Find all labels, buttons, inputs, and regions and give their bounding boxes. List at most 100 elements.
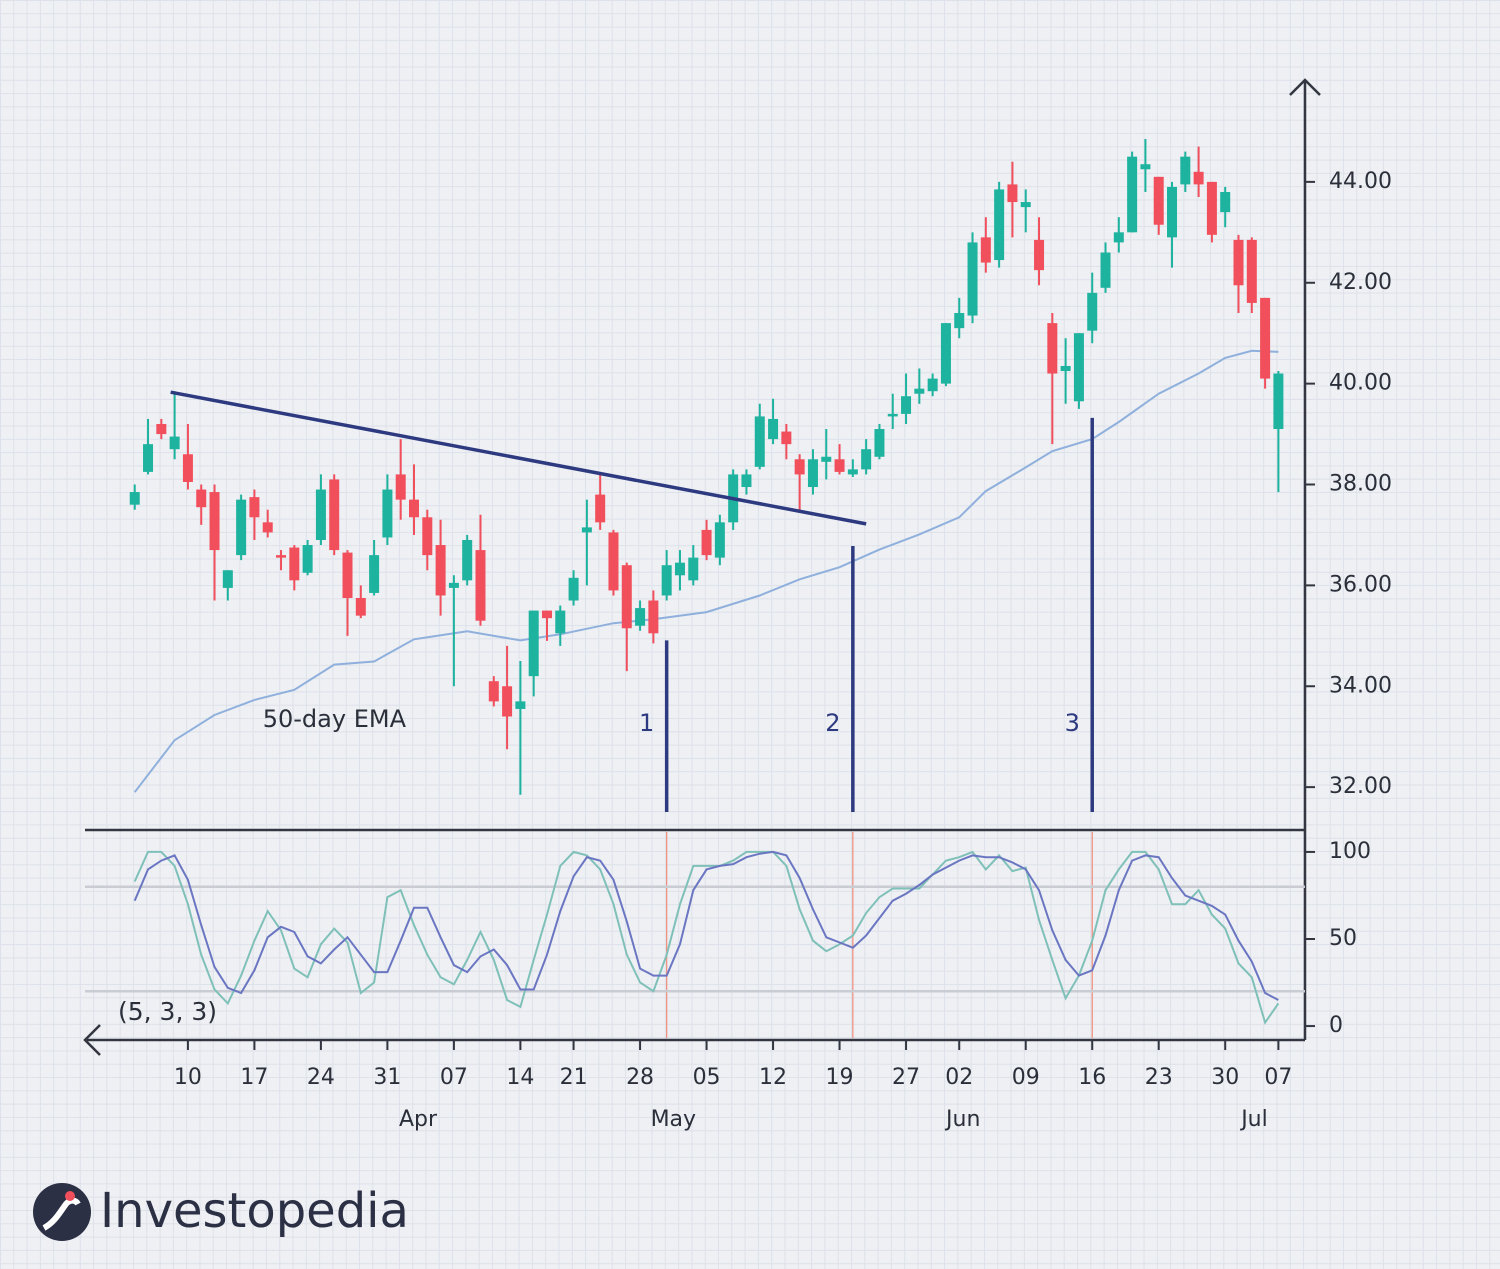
candle-body <box>462 539 473 581</box>
indicator-label: (5, 3, 3) <box>118 997 217 1026</box>
candle-body <box>834 459 845 472</box>
x-tick-label: 19 <box>826 1065 854 1090</box>
candle-body <box>169 436 180 450</box>
signal-label: 3 <box>1065 709 1080 737</box>
candle-body <box>555 610 566 634</box>
candle-body <box>1153 176 1164 225</box>
candle-body <box>1047 323 1058 374</box>
month-label: May <box>651 1107 696 1132</box>
candle-body <box>541 610 552 619</box>
ema-line <box>133 349 1279 793</box>
candle-body <box>182 454 193 482</box>
y-tick-label: 38.00 <box>1329 472 1392 497</box>
candle-body <box>515 701 526 709</box>
candle-body <box>688 557 699 581</box>
candle-body <box>581 527 592 533</box>
candle-body <box>156 423 167 435</box>
x-tick-label: 30 <box>1211 1065 1239 1090</box>
stochastic-line <box>133 850 1280 1025</box>
axis-arrow <box>1289 78 1321 96</box>
axes <box>83 78 1321 1056</box>
x-tick-label: 28 <box>626 1065 654 1090</box>
x-tick-label: 05 <box>693 1065 721 1090</box>
candle-body <box>528 610 539 677</box>
candle-body <box>302 545 313 573</box>
candle-body <box>369 555 380 593</box>
candle-body <box>143 444 154 472</box>
candle-body <box>196 489 207 508</box>
candle-body <box>701 529 712 556</box>
candle-body <box>954 313 965 329</box>
y-tick-label: 34.00 <box>1329 673 1392 698</box>
candle-body <box>1220 191 1231 213</box>
candle-body <box>355 597 366 616</box>
candle-body <box>1073 333 1084 402</box>
y-tick-label: 42.00 <box>1329 270 1392 295</box>
candle-body <box>329 479 340 551</box>
candle-body <box>768 418 779 440</box>
candle-body <box>1087 292 1098 331</box>
candle-body <box>914 388 925 394</box>
candle-body <box>901 396 912 414</box>
candle-body <box>1206 181 1217 235</box>
stochastic-line <box>133 850 1279 1001</box>
y-tick-label: 32.00 <box>1329 774 1392 799</box>
candle-body <box>568 577 579 601</box>
candle-body <box>1113 232 1124 243</box>
logo: Investopedia <box>33 1183 409 1241</box>
candle-body <box>395 474 406 500</box>
y-tick-label: 50 <box>1329 926 1357 951</box>
x-tick-label: 12 <box>759 1065 787 1090</box>
candle-body <box>994 189 1005 261</box>
candle-body <box>661 565 672 596</box>
candle-body <box>1193 171 1204 185</box>
candle-body <box>1020 202 1031 208</box>
month-label: Jul <box>1239 1107 1268 1132</box>
candle-body <box>342 552 353 598</box>
candle-body <box>222 570 233 588</box>
x-tick-label: 24 <box>307 1065 335 1090</box>
x-tick-label: 07 <box>1264 1065 1292 1090</box>
x-tick-label: 27 <box>892 1065 920 1090</box>
x-tick-label: 23 <box>1145 1065 1173 1090</box>
x-tick-label: 17 <box>240 1065 268 1090</box>
candle-body <box>382 489 393 538</box>
candle-body <box>940 323 951 384</box>
candle-body <box>276 555 287 558</box>
trendline <box>170 390 867 526</box>
candle-body <box>781 431 792 445</box>
x-tick-label: 10 <box>174 1065 202 1090</box>
candle-body <box>1034 239 1045 271</box>
candle-body <box>648 600 659 634</box>
candle-body <box>1007 184 1018 203</box>
signal-label: 2 <box>825 709 840 737</box>
x-tick-label: 07 <box>440 1065 468 1090</box>
candle-body <box>475 550 486 621</box>
candle-body <box>1180 156 1191 185</box>
candle-body <box>608 532 619 591</box>
candle-body <box>754 416 765 467</box>
candle-body <box>980 237 991 263</box>
month-label: Apr <box>399 1107 438 1132</box>
candle-body <box>1060 365 1071 372</box>
y-tick-label: 0 <box>1329 1013 1343 1038</box>
x-tick-label: 14 <box>506 1065 534 1090</box>
candle-body <box>289 547 300 581</box>
candle-body <box>209 492 220 551</box>
candle-body <box>236 499 247 556</box>
candle-body <box>1260 297 1271 379</box>
candle-body <box>1100 252 1111 288</box>
logo-dot <box>65 1191 75 1201</box>
candle-body <box>714 522 725 558</box>
candle-body <box>1233 239 1244 286</box>
candle-body <box>422 517 433 556</box>
candle-body <box>129 492 140 505</box>
candle-body <box>621 565 632 629</box>
candle-body <box>262 522 273 533</box>
candle-body <box>635 608 646 626</box>
candle-body <box>794 459 805 475</box>
month-label: Jun <box>944 1107 980 1132</box>
x-tick-label: 09 <box>1012 1065 1040 1090</box>
candle-body <box>861 449 872 470</box>
